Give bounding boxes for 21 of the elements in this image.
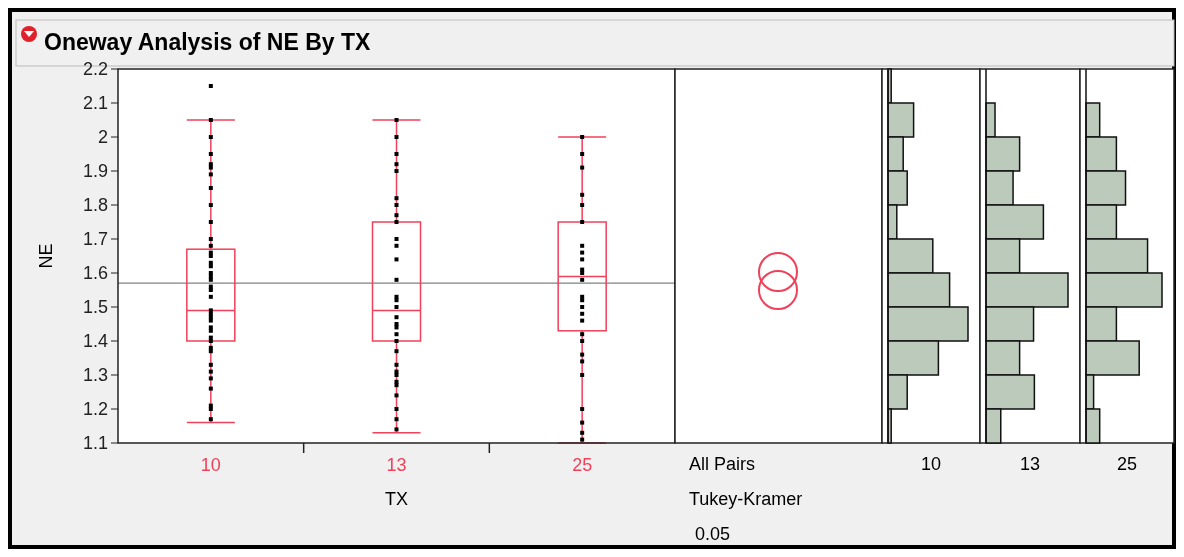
y-tick-label: 1.7 <box>82 229 108 250</box>
y-tick-label: 1.8 <box>82 195 108 216</box>
text: All Pairs <box>689 454 756 474</box>
y-tick-label: 1.4 <box>82 331 108 352</box>
y-tick-label: 2 <box>97 127 108 148</box>
y-tick-label: 1.5 <box>82 297 108 318</box>
y-tick-label: 2.1 <box>82 93 108 114</box>
x-tick-label: 10 <box>200 455 221 475</box>
text: Tukey-Kramer <box>689 489 803 509</box>
y-tick-label: 1.9 <box>82 161 108 182</box>
y-tick-label: 1.3 <box>82 365 108 386</box>
y-tick-label: 1.6 <box>82 263 108 284</box>
text: 0.05 <box>695 524 731 544</box>
y-tick-label: 1.2 <box>82 399 108 420</box>
y-tick-label: 1.1 <box>82 433 108 454</box>
x-tick-label: 25 <box>572 455 593 475</box>
chart-title: Oneway Analysis of NE By TX <box>44 29 372 55</box>
x-axis-title: TX <box>384 489 409 509</box>
x-tick-label: 13 <box>386 455 407 475</box>
y-axis-title: NE <box>36 243 56 269</box>
y-tick-label: 2.2 <box>82 59 108 80</box>
